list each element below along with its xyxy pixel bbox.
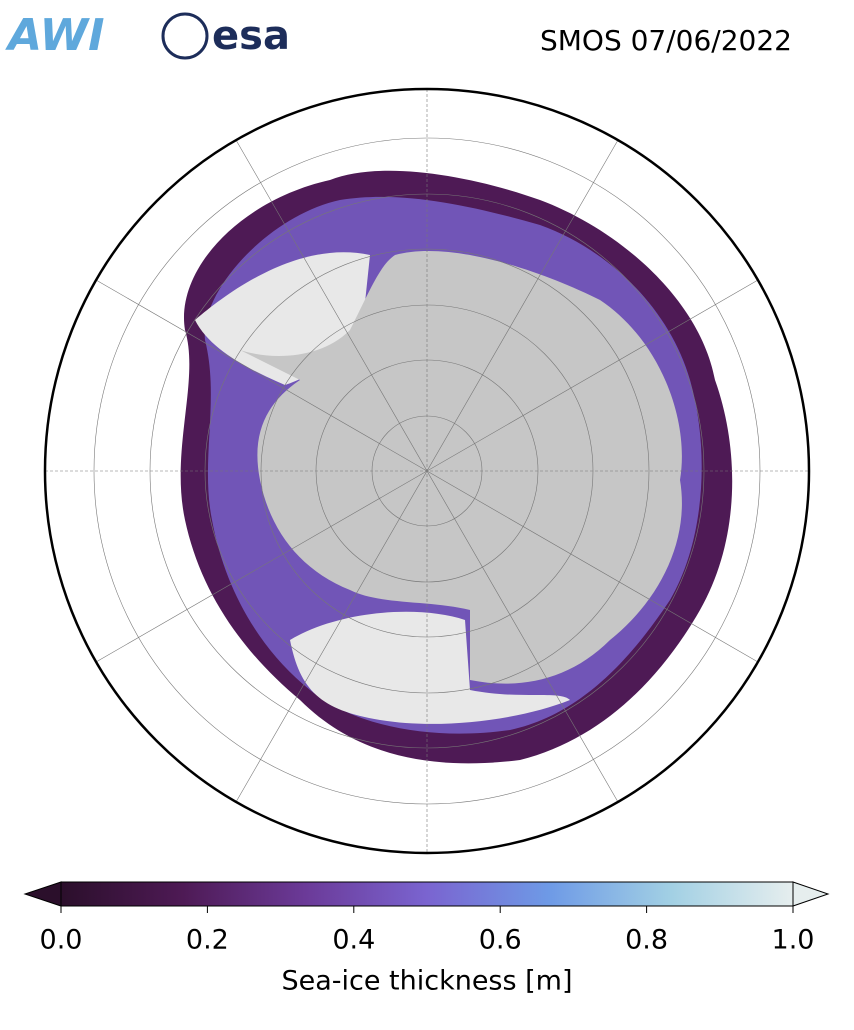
antarctica [240, 251, 682, 684]
map-frame [43, 87, 811, 855]
colorbar-tick-label: 0.8 [625, 925, 668, 956]
awi-logo: AWI [5, 10, 105, 61]
graticule [45, 89, 809, 853]
colorbar-label: Sea-ice thickness [m] [281, 966, 572, 997]
title: SMOS 07/06/2022 [540, 24, 792, 57]
ross-ice [290, 611, 570, 724]
esa-logo: esa [212, 13, 290, 59]
esa-logo-mark [161, 12, 209, 60]
colorbar-tick-label: 0.2 [186, 925, 229, 956]
colorbar-extend-max [792, 881, 830, 907]
colorbar: Sea-ice thickness [m] 0.0 0.2 0.4 0.6 0.8 1.0 [23, 881, 830, 997]
colorbar-tick-label: 0.0 [40, 925, 83, 956]
colorbar-tick-label: 0.4 [332, 925, 375, 956]
map [45, 89, 809, 853]
colorbar-tick-label: 0.6 [479, 925, 522, 956]
colorbar-tick-label: 1.0 [772, 925, 815, 956]
colorbar-bar [60, 881, 794, 907]
colorbar-extend-min [23, 881, 62, 907]
